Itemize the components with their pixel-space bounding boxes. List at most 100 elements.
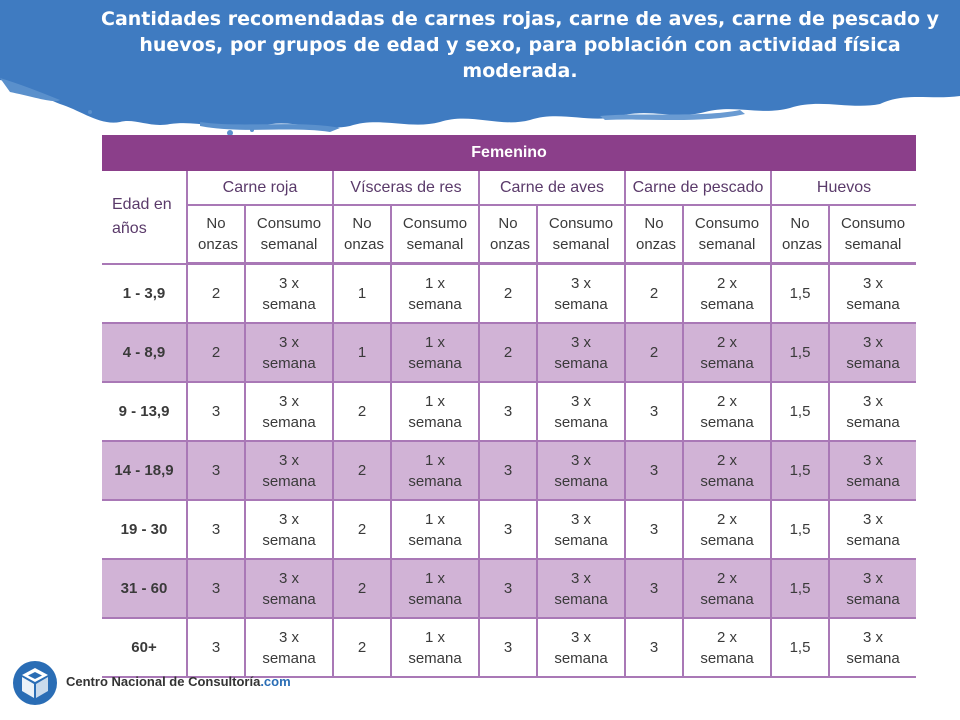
- onzas-cell: 3: [478, 441, 537, 501]
- consumo-cell: 3 x semana: [244, 559, 333, 619]
- onzas-cell: 1,5: [770, 559, 829, 619]
- sub-header-onzas: No onzas: [186, 205, 245, 265]
- group-header-visceras-de-res: Vísceras de res: [332, 171, 479, 206]
- onzas-cell: 2: [332, 559, 391, 619]
- consumo-cell: 2 x semana: [682, 382, 771, 442]
- onzas-cell: 3: [186, 559, 245, 619]
- onzas-cell: 1: [332, 323, 391, 383]
- sub-header-consumo: Consumo semanal: [682, 205, 771, 265]
- consumo-cell: 3 x semana: [827, 618, 917, 678]
- group-header-carne-roja: Carne roja: [186, 171, 333, 206]
- table-row: 4 - 8,9 2 3 x semana 1 1 x semana 2 3 x …: [102, 323, 917, 383]
- onzas-cell: 3: [624, 441, 683, 501]
- table-title: Femenino: [102, 135, 917, 171]
- consumo-cell: 3 x semana: [244, 618, 333, 678]
- brush-banner-shape: [0, 0, 960, 136]
- logo-wordmark: Centro Nacional de Consultoría.com: [66, 674, 291, 689]
- onzas-cell: 3: [478, 618, 537, 678]
- consumo-cell: 1 x semana: [390, 618, 479, 678]
- consumo-cell: 2 x semana: [682, 618, 771, 678]
- consumo-cell: 3 x semana: [827, 323, 917, 383]
- onzas-cell: 1,5: [770, 441, 829, 501]
- header-banner: Cantidades recomendadas de carnes rojas,…: [0, 0, 960, 140]
- consumo-cell: 3 x semana: [536, 559, 625, 619]
- sub-header-consumo: Consumo semanal: [827, 205, 917, 265]
- table-row: 9 - 13,9 3 3 x semana 2 1 x semana 3 3 x…: [102, 382, 917, 442]
- logo-suffix: .com: [260, 674, 291, 689]
- logo-name: Centro Nacional de Consultoría: [66, 674, 261, 689]
- table-row: 60+ 3 3 x semana 2 1 x semana 3 3 x sema…: [102, 618, 917, 678]
- consumo-cell: 3 x semana: [536, 441, 625, 501]
- sub-header-onzas: No onzas: [478, 205, 537, 265]
- onzas-cell: 3: [478, 382, 537, 442]
- nutrition-table-container: Femenino Edad en años Carne roja Víscera…: [102, 135, 917, 678]
- onzas-cell: 3: [624, 618, 683, 678]
- onzas-cell: 3: [186, 500, 245, 560]
- onzas-cell: 1,5: [770, 382, 829, 442]
- sub-header-onzas: No onzas: [770, 205, 829, 265]
- consumo-cell: 1 x semana: [390, 263, 479, 324]
- consumo-cell: 1 x semana: [390, 323, 479, 383]
- consumo-cell: 3 x semana: [536, 323, 625, 383]
- table-body: 1 - 3,9 2 3 x semana 1 1 x semana 2 3 x …: [102, 263, 917, 678]
- consumo-cell: 3 x semana: [244, 323, 333, 383]
- table-row: 1 - 3,9 2 3 x semana 1 1 x semana 2 3 x …: [102, 263, 917, 324]
- onzas-cell: 2: [478, 263, 537, 324]
- consumo-cell: 3 x semana: [244, 382, 333, 442]
- consumo-cell: 1 x semana: [390, 500, 479, 560]
- consumo-cell: 1 x semana: [390, 559, 479, 619]
- consumo-cell: 2 x semana: [682, 559, 771, 619]
- consumo-cell: 3 x semana: [827, 382, 917, 442]
- age-cell: 4 - 8,9: [102, 323, 187, 383]
- consumo-cell: 3 x semana: [827, 263, 917, 324]
- onzas-cell: 2: [332, 618, 391, 678]
- onzas-cell: 2: [332, 500, 391, 560]
- onzas-cell: 1,5: [770, 263, 829, 324]
- slide-title: Cantidades recomendadas de carnes rojas,…: [101, 8, 939, 82]
- age-column-header: Edad en años: [102, 171, 187, 265]
- consumo-cell: 3 x semana: [536, 263, 625, 324]
- age-cell: 60+: [102, 618, 187, 678]
- onzas-cell: 3: [186, 618, 245, 678]
- group-header-carne-de-pescado: Carne de pescado: [624, 171, 771, 206]
- onzas-cell: 1,5: [770, 323, 829, 383]
- consumo-cell: 3 x semana: [536, 500, 625, 560]
- onzas-cell: 1,5: [770, 618, 829, 678]
- sub-header-consumo: Consumo semanal: [390, 205, 479, 265]
- onzas-cell: 2: [332, 382, 391, 442]
- consumo-cell: 3 x semana: [536, 382, 625, 442]
- consumo-cell: 1 x semana: [390, 382, 479, 442]
- onzas-cell: 3: [186, 441, 245, 501]
- sub-header-onzas: No onzas: [624, 205, 683, 265]
- table-row: 31 - 60 3 3 x semana 2 1 x semana 3 3 x …: [102, 559, 917, 619]
- consumo-cell: 2 x semana: [682, 500, 771, 560]
- consumo-cell: 3 x semana: [827, 500, 917, 560]
- age-header-label: Edad en años: [112, 195, 172, 237]
- onzas-cell: 2: [624, 263, 683, 324]
- onzas-cell: 3: [624, 382, 683, 442]
- age-cell: 9 - 13,9: [102, 382, 187, 442]
- nutrition-table: Femenino Edad en años Carne roja Víscera…: [102, 135, 917, 678]
- onzas-cell: 3: [624, 500, 683, 560]
- consumo-cell: 2 x semana: [682, 441, 771, 501]
- onzas-cell: 3: [478, 500, 537, 560]
- sub-header-consumo: Consumo semanal: [536, 205, 625, 265]
- table-row: 19 - 30 3 3 x semana 2 1 x semana 3 3 x …: [102, 500, 917, 560]
- group-header-huevos: Huevos: [769, 171, 917, 206]
- onzas-cell: 1,5: [770, 500, 829, 560]
- consumo-cell: 1 x semana: [390, 441, 479, 501]
- onzas-cell: 2: [478, 323, 537, 383]
- age-cell: 1 - 3,9: [102, 263, 187, 324]
- cnc-cube-logo-icon: [13, 661, 57, 705]
- age-cell: 19 - 30: [102, 500, 187, 560]
- consumo-cell: 3 x semana: [244, 441, 333, 501]
- onzas-cell: 2: [332, 441, 391, 501]
- company-logo: Centro Nacional de Consultoría.com: [12, 660, 342, 710]
- onzas-cell: 2: [624, 323, 683, 383]
- onzas-cell: 2: [186, 323, 245, 383]
- onzas-cell: 3: [186, 382, 245, 442]
- onzas-cell: 3: [478, 559, 537, 619]
- age-cell: 14 - 18,9: [102, 441, 187, 501]
- table-row: 14 - 18,9 3 3 x semana 2 1 x semana 3 3 …: [102, 441, 917, 501]
- consumo-cell: 3 x semana: [536, 618, 625, 678]
